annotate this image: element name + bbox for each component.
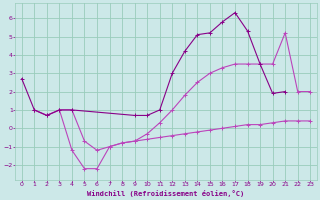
X-axis label: Windchill (Refroidissement éolien,°C): Windchill (Refroidissement éolien,°C) bbox=[87, 190, 244, 197]
